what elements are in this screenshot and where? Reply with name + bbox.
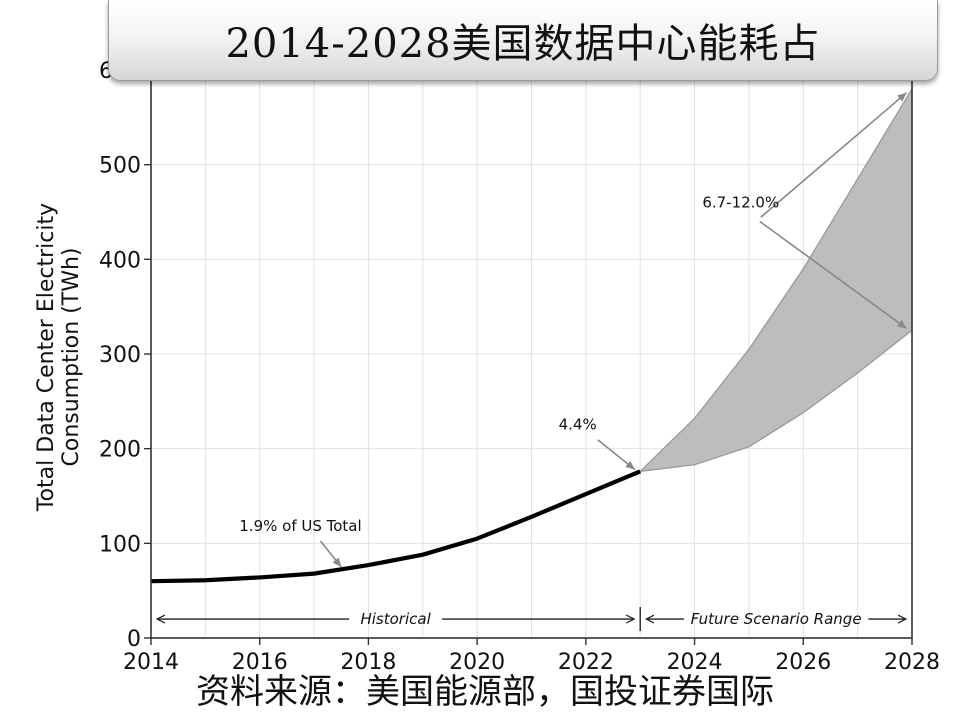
x-tick-label: 2024 bbox=[667, 650, 723, 675]
y-tick-label: 0 bbox=[127, 627, 141, 652]
x-tick-label: 2016 bbox=[232, 650, 288, 675]
annotations: 1.9% of US Total 4.4% 6.7-12.0% bbox=[239, 92, 908, 568]
annotation-arrow bbox=[319, 540, 342, 568]
y-tick-label: 100 bbox=[99, 532, 141, 557]
y-tick-label: 500 bbox=[99, 154, 141, 179]
title-banner: 2014-2028美国数据中心能耗占 bbox=[108, 0, 938, 81]
x-tick-label: 2026 bbox=[775, 650, 831, 675]
range-label: Historical bbox=[360, 610, 431, 628]
range-markers: Historical Future Scenario Range bbox=[157, 607, 906, 632]
y-axis-label-line1: Total Data Center Electricity bbox=[34, 203, 59, 512]
x-tick-label: 2020 bbox=[449, 650, 505, 675]
chart-title: 2014-2028美国数据中心能耗占 bbox=[225, 21, 821, 67]
annotation-label: 1.9% of US Total bbox=[239, 517, 361, 535]
annotation-arrow bbox=[597, 439, 636, 471]
x-tick-label: 2028 bbox=[884, 650, 940, 675]
x-tick-label: 2018 bbox=[340, 650, 396, 675]
source-footer: 资料来源：美国能源部，国投证券国际 bbox=[196, 672, 774, 712]
historical-series-line bbox=[150, 469, 642, 584]
annotation-label: 4.4% bbox=[559, 416, 597, 434]
annotation-label: 6.7-12.0% bbox=[702, 193, 779, 211]
y-tick-label: 400 bbox=[99, 248, 141, 273]
y-axis-ticks: 0100200300400500600 bbox=[99, 59, 151, 652]
scenario-range-band bbox=[638, 86, 913, 473]
range-label: Future Scenario Range bbox=[691, 610, 862, 628]
annotation-arrow bbox=[759, 220, 908, 330]
x-axis-ticks: 2014 2016 2018 2020 2022 2024 2026 2028 bbox=[123, 638, 940, 675]
y-axis-label-line2: Consumption (TWh) bbox=[59, 247, 84, 466]
x-tick-label: 2022 bbox=[558, 650, 614, 675]
y-tick-label: 200 bbox=[99, 438, 141, 463]
x-tick-label: 2014 bbox=[123, 650, 179, 675]
chart-area: 0100200300400500600 20142016201820202022… bbox=[34, 59, 940, 675]
y-tick-label: 300 bbox=[99, 343, 141, 368]
annotation-arrow bbox=[760, 92, 908, 218]
